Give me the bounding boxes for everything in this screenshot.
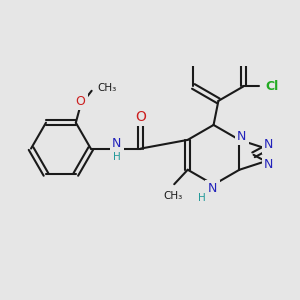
Text: N: N <box>112 137 122 150</box>
Text: O: O <box>76 95 85 108</box>
Text: H: H <box>113 152 121 162</box>
Text: N: N <box>237 130 247 142</box>
Text: Cl: Cl <box>266 80 279 93</box>
Text: CH₃: CH₃ <box>98 83 117 93</box>
Text: O: O <box>135 110 146 124</box>
Text: H: H <box>198 193 206 203</box>
Text: N: N <box>264 139 274 152</box>
Text: N: N <box>208 182 217 195</box>
Text: CH₃: CH₃ <box>164 191 183 201</box>
Text: N: N <box>264 158 274 171</box>
